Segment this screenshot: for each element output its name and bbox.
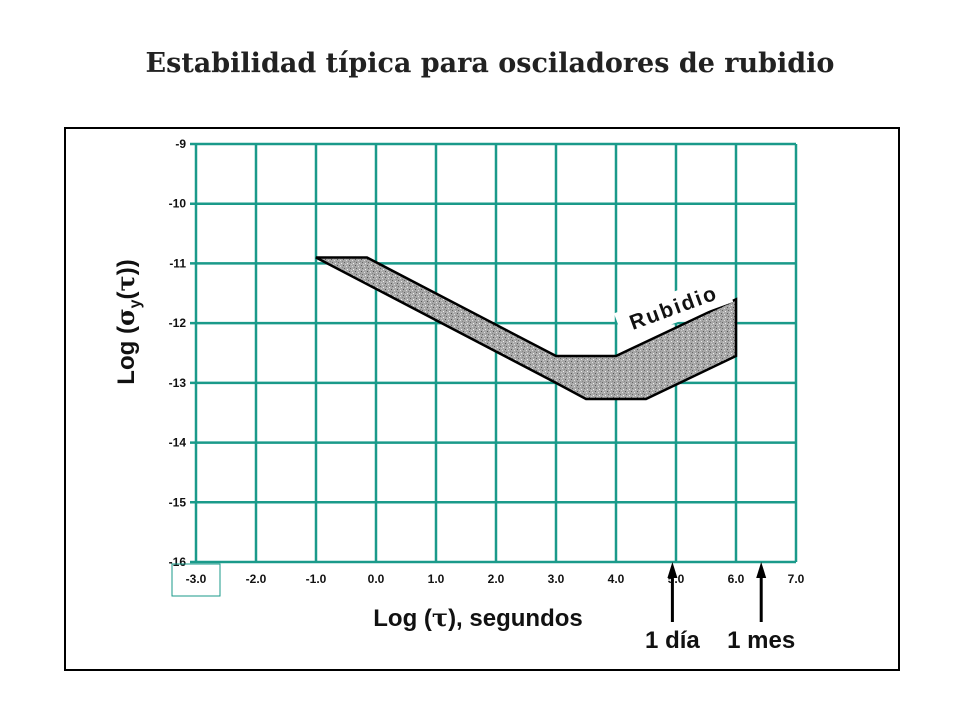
y-tick-label: -13 (169, 376, 187, 390)
x-tick-highlight-box (171, 563, 221, 597)
y-tick-label: -11 (169, 256, 186, 270)
annotation-label: 1 día (645, 627, 700, 654)
rubidio-band-area (315, 256, 738, 401)
x-tick-label: 1.0 (428, 572, 445, 586)
annotation-arrow-head (667, 562, 678, 578)
x-tick-label: 0.0 (368, 572, 385, 586)
chart-title: Estabilidad típica para osciladores de r… (146, 48, 835, 79)
x-tick-label: -2.0 (246, 572, 267, 586)
annotations: 1 día 1 mes (645, 562, 795, 654)
x-tick-label: 3.0 (548, 572, 565, 586)
y-tick-labels: -9 -10 -11 -12 -13 -14 -15 -16 (169, 137, 187, 569)
plot-frame (64, 127, 900, 671)
x-axis-label: Log (τ), segundos (373, 603, 582, 632)
x-tick-label: 2.0 (488, 572, 505, 586)
annotation-label: 1 mes (727, 627, 795, 654)
y-tick-label: -16 (169, 555, 187, 569)
x-tick-label: 7.0 (788, 572, 805, 586)
x-tick-label: -3.0 (186, 572, 207, 586)
y-tick-label: -9 (175, 137, 186, 151)
x-tick-labels: -3.0 -2.0 -1.0 0.0 1.0 2.0 3.0 4.0 5.0 6.0 7.0 (186, 572, 805, 586)
x-tick-label: 6.0 (728, 572, 745, 586)
annotation-arrow-head (756, 562, 767, 578)
y-tick-label: -14 (169, 436, 187, 450)
x-tick-label: 4.0 (608, 572, 625, 586)
y-tick-label: -10 (169, 197, 187, 211)
grid (190, 142, 798, 564)
rubidio-band: Rubidio (315, 256, 738, 401)
y-tick-label: -15 (169, 495, 187, 509)
x-tick-label: -1.0 (306, 572, 327, 586)
y-axis-label: Log (σy(τ)) (111, 259, 144, 384)
y-tick-label: -12 (169, 316, 187, 330)
